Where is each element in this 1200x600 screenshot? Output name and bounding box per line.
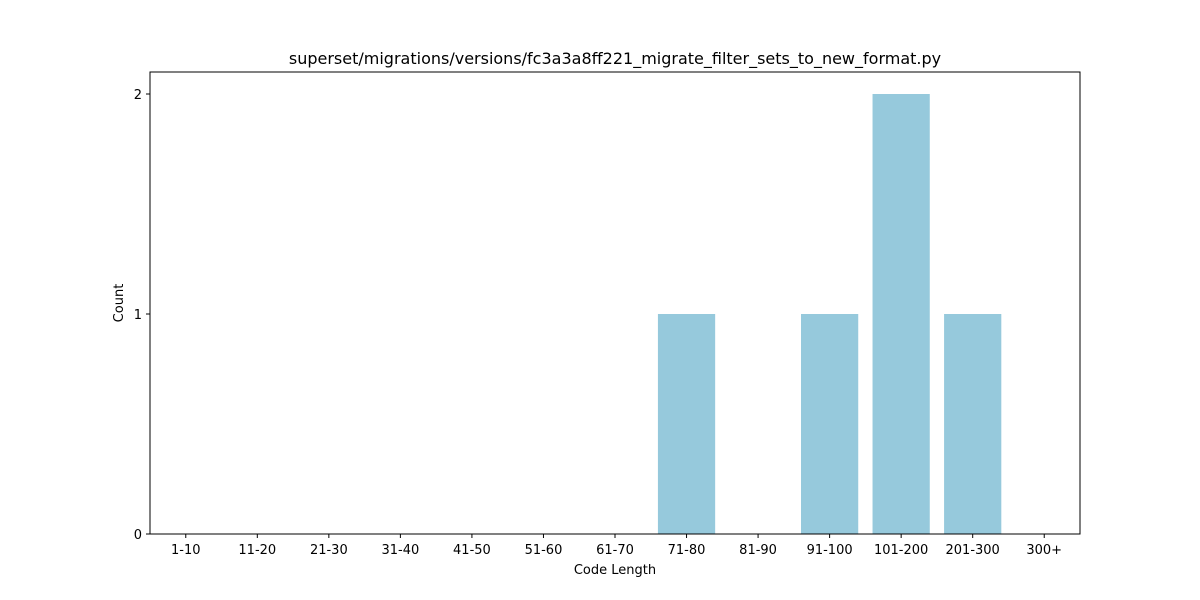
y-tick-label: 0 (134, 528, 142, 543)
x-tick-label: 11-20 (238, 543, 276, 558)
x-axis: 1-10 11-20 21-30 31-40 41-50 51-60 61-70 71-80 8… (171, 534, 1062, 558)
x-tick-label: 101-200 (874, 543, 928, 558)
x-tick-label: 71-80 (668, 543, 706, 558)
x-tick-label: 201-300 (946, 543, 1000, 558)
plot-frame (149, 71, 1081, 535)
bar-91-100 (801, 314, 859, 534)
x-tick-label: 31-40 (381, 543, 419, 558)
bar-101-200 (872, 94, 930, 534)
x-tick-label: 51-60 (525, 543, 563, 558)
x-tick-label: 81-90 (739, 543, 777, 558)
x-tick-label: 21-30 (310, 543, 348, 558)
chart-title: superset/migrations/versions/fc3a3a8ff22… (289, 49, 941, 69)
y-tick-label: 2 (134, 88, 142, 103)
bar-71-80 (657, 314, 716, 534)
x-tick-label: 300+ (1026, 543, 1062, 558)
x-tick-label: 91-100 (807, 543, 853, 558)
y-tick-label: 1 (134, 308, 142, 323)
x-tick-label: 61-70 (596, 543, 634, 558)
bar-201-300 (944, 314, 1002, 534)
x-tick-label: 1-10 (171, 543, 201, 558)
y-axis-label: Count (112, 284, 127, 323)
x-tick-label: 41-50 (453, 543, 491, 558)
bars-group (657, 94, 1002, 534)
x-axis-label: Code Length (574, 563, 656, 578)
y-axis: 0 1 2 (134, 88, 150, 543)
